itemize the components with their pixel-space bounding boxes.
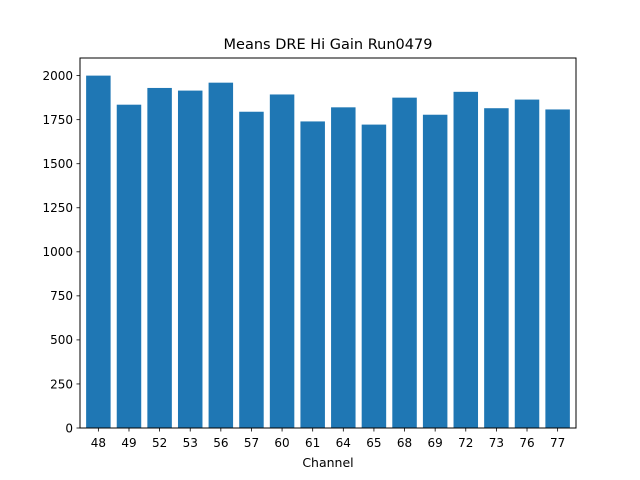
bar-channel-64 bbox=[331, 107, 356, 428]
bar-channel-72 bbox=[453, 91, 479, 428]
bar-channel-77 bbox=[545, 109, 570, 428]
bar-channel-68 bbox=[392, 97, 417, 428]
x-tick-label: 64 bbox=[336, 436, 351, 450]
bar-channel-49 bbox=[116, 104, 142, 428]
bar-channel-65 bbox=[361, 124, 387, 428]
plot-frame bbox=[79, 57, 577, 429]
x-axis-label: Channel bbox=[302, 455, 353, 470]
y-tick-label: 750 bbox=[50, 289, 73, 303]
x-axis: 48 49 52 53 56 57 60 61 64 65 68 69 72 73 76 77 bbox=[91, 428, 565, 450]
bars-group bbox=[86, 75, 570, 429]
y-tick-label: 2000 bbox=[42, 69, 73, 83]
bar-channel-73 bbox=[484, 108, 509, 429]
x-tick-label: 48 bbox=[91, 436, 106, 450]
y-tick-label: 1750 bbox=[42, 113, 73, 127]
bar-channel-76 bbox=[514, 99, 540, 428]
bar-channel-53 bbox=[177, 90, 203, 428]
bar-channel-56 bbox=[208, 82, 234, 429]
bar-channel-69 bbox=[422, 114, 448, 428]
x-tick-label: 49 bbox=[121, 436, 136, 450]
x-tick-label: 61 bbox=[305, 436, 320, 450]
bar-channel-61 bbox=[300, 121, 325, 429]
bar-channel-57 bbox=[239, 111, 264, 429]
y-axis: 0 250 500 750 1000 1250 1500 1750 2000 bbox=[42, 69, 80, 435]
y-tick-label: 250 bbox=[50, 377, 73, 391]
x-tick-label: 77 bbox=[550, 436, 565, 450]
x-tick-label: 53 bbox=[183, 436, 198, 450]
x-tick-label: 76 bbox=[519, 436, 534, 450]
x-tick-label: 73 bbox=[489, 436, 504, 450]
y-tick-label: 1250 bbox=[42, 201, 73, 215]
x-tick-label: 56 bbox=[213, 436, 228, 450]
y-tick-label: 1500 bbox=[42, 157, 73, 171]
bar-channel-52 bbox=[147, 87, 172, 428]
bar-channel-48 bbox=[86, 75, 111, 429]
y-tick-label: 500 bbox=[50, 333, 73, 347]
x-tick-label: 72 bbox=[458, 436, 473, 450]
x-tick-label: 52 bbox=[152, 436, 167, 450]
chart-title: Means DRE Hi Gain Run0479 bbox=[224, 37, 433, 53]
x-tick-label: 69 bbox=[428, 436, 443, 450]
x-tick-label: 57 bbox=[244, 436, 259, 450]
x-tick-label: 65 bbox=[366, 436, 381, 450]
bar-channel-60 bbox=[269, 94, 295, 428]
y-tick-label: 1000 bbox=[42, 245, 73, 259]
x-tick-label: 68 bbox=[397, 436, 412, 450]
x-tick-label: 60 bbox=[274, 436, 289, 450]
y-tick-label: 0 bbox=[65, 421, 73, 435]
